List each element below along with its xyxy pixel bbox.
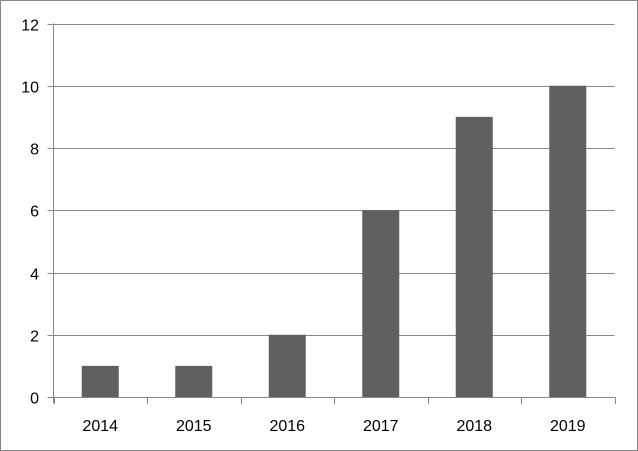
y-tick-label: 10 <box>21 80 39 97</box>
bar-2017 <box>362 210 400 397</box>
x-tick-label: 2018 <box>456 418 492 435</box>
y-tick-label: 0 <box>30 391 39 408</box>
x-tick-label: 2019 <box>550 418 586 435</box>
y-tick-label: 6 <box>30 204 39 221</box>
bar-2018 <box>455 116 493 397</box>
bar-2016 <box>268 334 306 397</box>
bar-2019 <box>549 85 587 397</box>
x-tick-label: 2014 <box>82 418 118 435</box>
y-tick-label: 8 <box>30 142 39 159</box>
y-tick-label: 4 <box>30 267 39 284</box>
x-tick-label: 2017 <box>363 418 399 435</box>
bar-2014 <box>81 365 119 397</box>
y-tick-label: 2 <box>30 329 39 346</box>
bar-2015 <box>175 365 213 397</box>
y-tick-label: 12 <box>21 18 39 35</box>
x-tick-label: 2016 <box>269 418 305 435</box>
x-tick-label: 2015 <box>176 418 212 435</box>
